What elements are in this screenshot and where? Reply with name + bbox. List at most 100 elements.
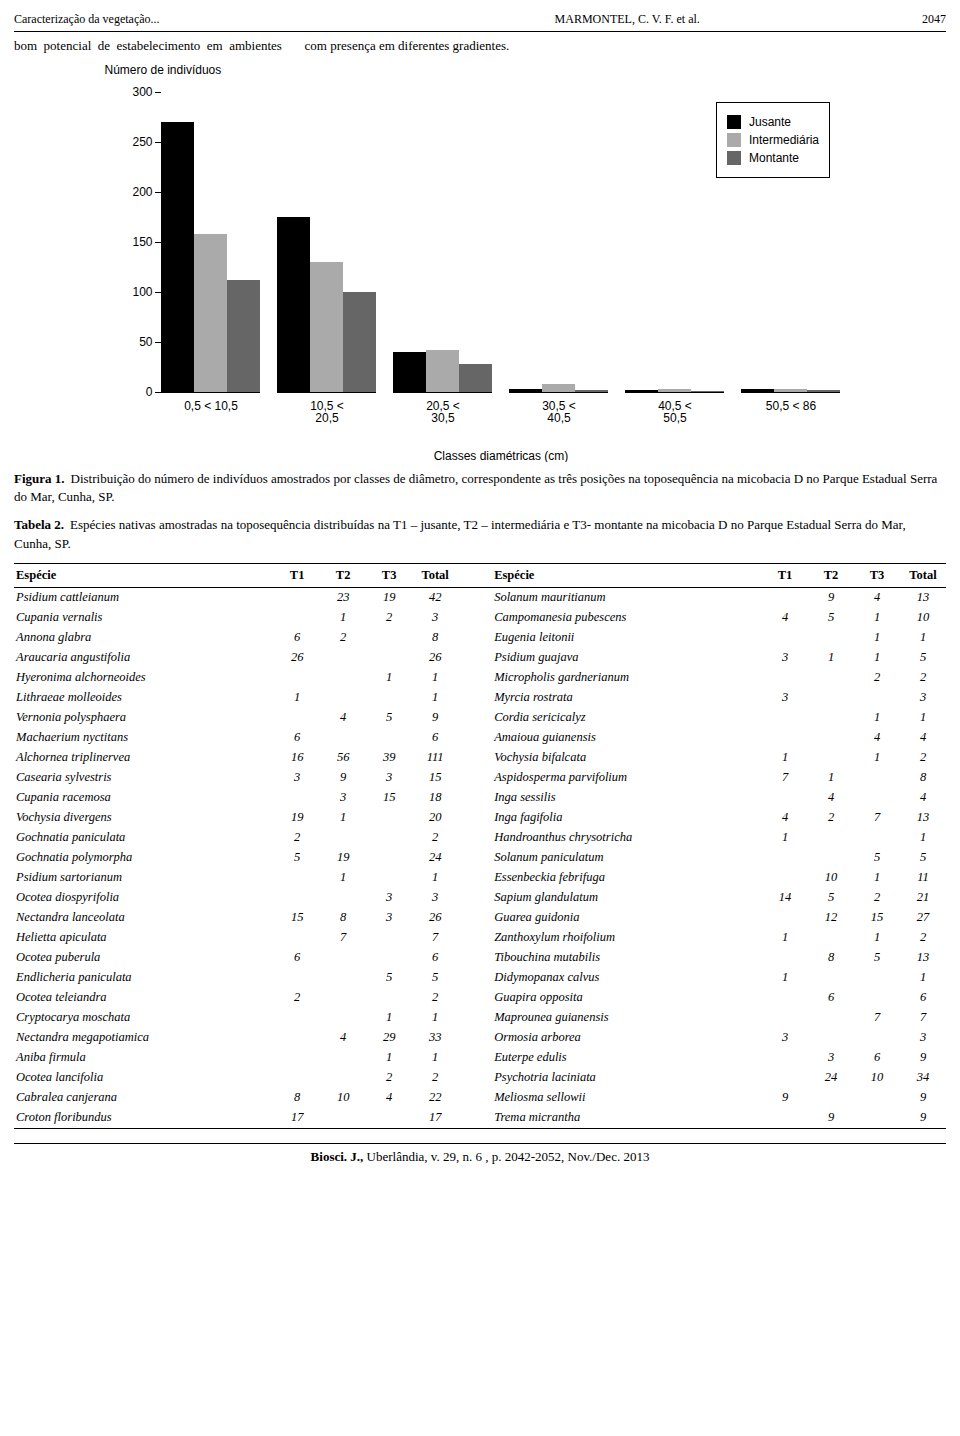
html-text:Meliosma sellowii: Meliosma sellowii [494, 1090, 586, 1105]
html-text:Vochysia bifalcata: Vochysia bifalcata [494, 750, 587, 765]
svg-text:150: 150 [132, 235, 152, 249]
html-text:Intermediária: Intermediária [749, 133, 819, 147]
html-text:Essenbeckia febrifuga: Essenbeckia febrifuga [494, 870, 605, 885]
html-text:Ocotea lancifolia: Ocotea lancifolia [16, 1070, 104, 1085]
svg-text:30,5 <40,5: 30,5 <40,5 [542, 399, 576, 425]
html-text:Maprounea guianensis: Maprounea guianensis [494, 1010, 609, 1025]
svg-text:Classes diamétricas (cm): Classes diamétricas (cm) [434, 449, 569, 463]
svg-text:50,5 < 86: 50,5 < 86 [766, 399, 817, 413]
html-text:111: 111 [426, 750, 444, 765]
html-text:Tabela 2. Espécies nativas amo: Tabela 2. Espécies nativas amostradas na… [14, 517, 906, 551]
html-text:Ocotea puberula: Ocotea puberula [16, 950, 101, 965]
html-text:Annona glabra: Annona glabra [16, 630, 92, 645]
html-text:MARMONTEL, C. V. F. et al.: MARMONTEL, C. V. F. et al. [554, 12, 700, 26]
html-text:Nectandra megapotiamica: Nectandra megapotiamica [16, 1030, 149, 1045]
html-text:Espécie: Espécie [16, 567, 57, 582]
svg-text:300: 300 [132, 85, 152, 99]
html-text:Cabralea canjerana: Cabralea canjerana [16, 1090, 117, 1105]
html-text:13: 13 [916, 590, 930, 605]
svg-text:Número de indivíduos: Número de indivíduos [105, 63, 222, 77]
svg-text:0: 0 [146, 385, 153, 399]
html-text:23: 23 [336, 590, 350, 605]
html-text:Gochnatia polymorpha: Gochnatia polymorpha [16, 850, 133, 865]
html-text:Jusante: Jusante [749, 115, 791, 129]
svg-text:250: 250 [132, 135, 152, 149]
html-text:Araucaria angustifolia: Araucaria angustifolia [16, 650, 131, 665]
html-text:Vochysia divergens: Vochysia divergens [16, 810, 112, 825]
svg-text:40,5 <50,5: 40,5 <50,5 [658, 399, 692, 425]
html-text:2047: 2047 [922, 12, 946, 26]
html-text:T3: T3 [869, 567, 885, 582]
html-text:T1: T1 [289, 567, 305, 582]
html-text:bom potencial de estabelecimen: bom potencial de estabelecimento em ambi… [14, 38, 510, 53]
html-text:Espécie: Espécie [494, 567, 535, 582]
html-text:Cupania vernalis: Cupania vernalis [16, 610, 103, 625]
html-text:Psychotria laciniata: Psychotria laciniata [494, 1070, 596, 1085]
svg-text:20,5 <30,5: 20,5 <30,5 [426, 399, 460, 425]
html-text:T1: T1 [777, 567, 793, 582]
html-text:Endlicheria paniculata: Endlicheria paniculata [16, 970, 132, 985]
html-text:Sapium glandulatum: Sapium glandulatum [494, 890, 598, 905]
html-text:Solanum mauritianum: Solanum mauritianum [494, 590, 606, 605]
svg-text:10,5 <20,5: 10,5 <20,5 [310, 399, 344, 425]
html-text:Total: Total [421, 567, 449, 582]
html-text:26: 26 [428, 650, 442, 665]
html-text:Caracterização da vegetação...: Caracterização da vegetação... [14, 12, 160, 26]
html-text:Cupania racemosa: Cupania racemosa [16, 790, 111, 805]
html-text:Solanum paniculatum: Solanum paniculatum [494, 850, 604, 865]
html-text:10: 10 [916, 610, 930, 625]
html-text:Inga fagifolia: Inga fagifolia [494, 810, 563, 825]
html-text:Aspidosperma parvifolium: Aspidosperma parvifolium [494, 770, 628, 785]
html-text:Machaerium nyctitans: Machaerium nyctitans [16, 730, 129, 745]
html-text:Figura 1. Distribuição do núme: Figura 1. Distribuição do número de indi… [14, 471, 938, 505]
html-text:56: 56 [336, 750, 350, 765]
html-text:Aniba firmula: Aniba firmula [16, 1050, 86, 1065]
html-text:T2: T2 [335, 567, 351, 582]
html-text:Psidium guajava: Psidium guajava [494, 650, 579, 665]
svg-text:0,5 < 10,5: 0,5 < 10,5 [184, 399, 238, 413]
html-text:Zanthoxylum rhoifolium: Zanthoxylum rhoifolium [494, 930, 616, 945]
html-text:Helietta apiculata: Helietta apiculata [16, 930, 107, 945]
html-text:19: 19 [382, 590, 396, 605]
html-text:Amaioua guianensis: Amaioua guianensis [494, 730, 596, 745]
html-text:Montante: Montante [749, 151, 799, 165]
html-text:16: 16 [290, 750, 304, 765]
html-text:Casearia sylvestris: Casearia sylvestris [16, 770, 112, 785]
html-text:Handroanthus chrysotricha: Handroanthus chrysotricha [494, 830, 633, 845]
html-text:Biosci. J., Uberlândia, v. 29,: Biosci. J., Uberlândia, v. 29, n. 6 , p.… [310, 1148, 650, 1164]
svg-text:50: 50 [139, 335, 153, 349]
html-text:Myrcia rostrata: Myrcia rostrata [494, 690, 573, 705]
html-text:Ocotea diospyrifolia: Ocotea diospyrifolia [16, 890, 120, 905]
html-text:Micropholis gardnerianum: Micropholis gardnerianum [494, 670, 629, 685]
html-text:Nectandra lanceolata: Nectandra lanceolata [16, 910, 125, 925]
svg-text:200: 200 [132, 185, 152, 199]
html-text:T3: T3 [381, 567, 397, 582]
html-text:Total: Total [909, 567, 937, 582]
html-text:Cryptocarya moschata: Cryptocarya moschata [16, 1010, 131, 1025]
html-text:T2: T2 [823, 567, 839, 582]
html-text:Inga sessilis: Inga sessilis [494, 790, 556, 805]
html-text:Psidium sartorianum: Psidium sartorianum [16, 870, 122, 885]
svg-text:100: 100 [132, 285, 152, 299]
html-text:Eugenia leitonii: Eugenia leitonii [494, 630, 575, 645]
html-text:Trema micrantha: Trema micrantha [494, 1110, 581, 1125]
html-text:Campomanesia pubescens: Campomanesia pubescens [494, 610, 627, 625]
html-text:Psidium cattleianum: Psidium cattleianum [16, 590, 120, 605]
html-text:Hyeronima alchorneoides: Hyeronima alchorneoides [16, 670, 146, 685]
html-text:Tibouchina mutabilis: Tibouchina mutabilis [494, 950, 601, 965]
html-text:Guarea guidonia: Guarea guidonia [494, 910, 580, 925]
html-text:Ormosia arborea: Ormosia arborea [494, 1030, 581, 1045]
html-text:42: 42 [428, 590, 442, 605]
html-text:Euterpe edulis: Euterpe edulis [494, 1050, 567, 1065]
html-text:Guapira opposita: Guapira opposita [494, 990, 583, 1005]
html-text:Gochnatia paniculata: Gochnatia paniculata [16, 830, 126, 845]
html-text:Ocotea teleiandra: Ocotea teleiandra [16, 990, 107, 1005]
html-text:Cordia sericicalyz: Cordia sericicalyz [494, 710, 586, 725]
html-text:39: 39 [382, 750, 396, 765]
html-text:Vernonia polysphaera: Vernonia polysphaera [16, 710, 127, 725]
html-text:Croton floribundus: Croton floribundus [16, 1110, 112, 1125]
html-text:Didymopanax calvus: Didymopanax calvus [494, 970, 600, 985]
html-text:Lithraeae molleoides: Lithraeae molleoides [16, 690, 122, 705]
html-text:26: 26 [290, 650, 304, 665]
html-text:Alchornea triplinervea: Alchornea triplinervea [16, 750, 131, 765]
